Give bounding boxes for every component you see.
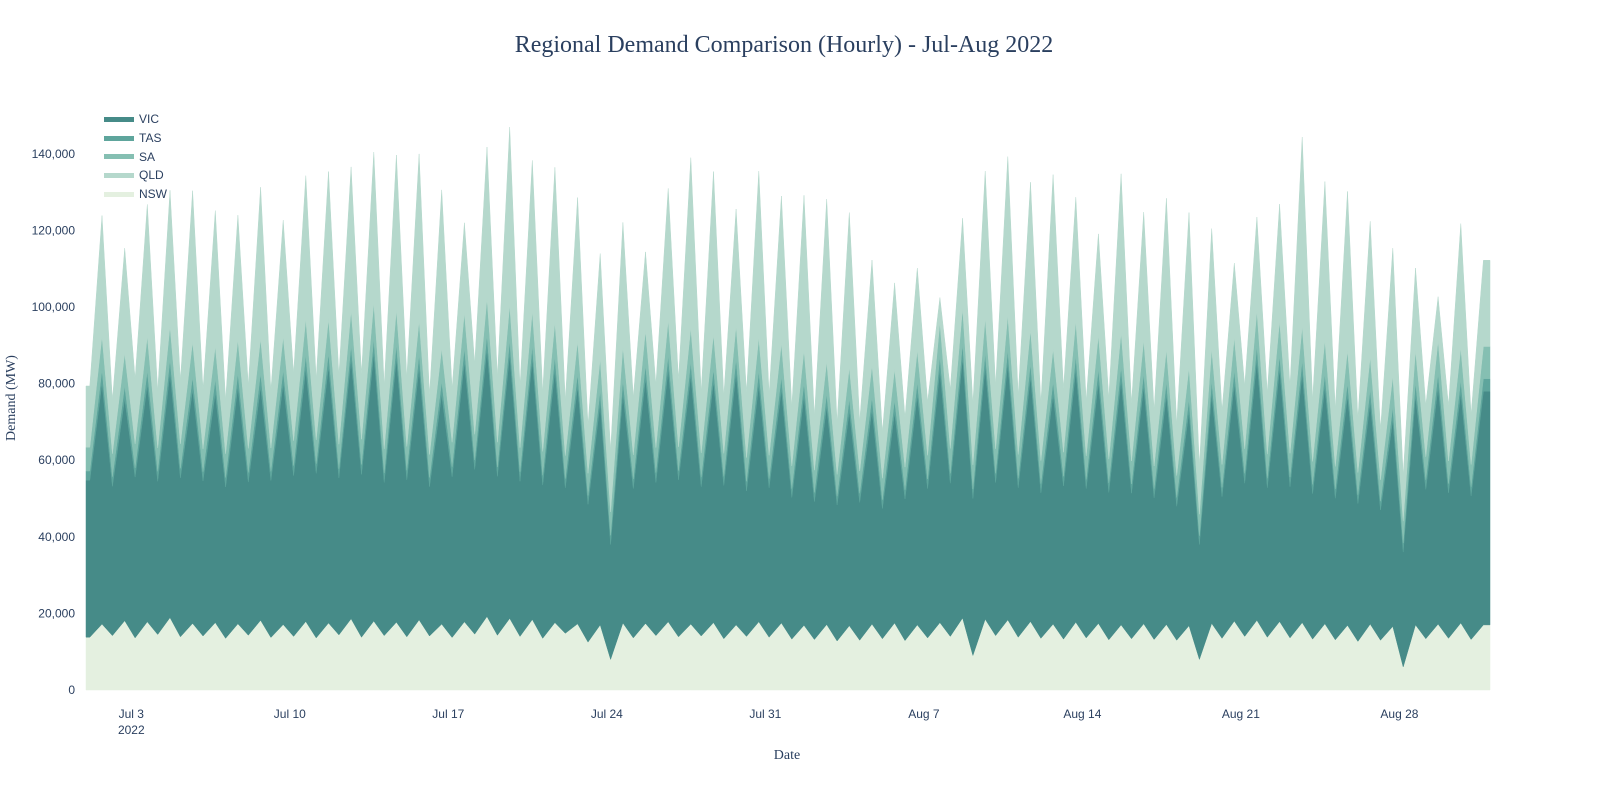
chart-title: Regional Demand Comparison (Hourly) - Ju… <box>514 32 1054 58</box>
x-tick-label: Aug 21 <box>1222 707 1260 721</box>
y-tick-label: 20,000 <box>38 606 75 620</box>
legend-item-qld[interactable]: QLD <box>104 166 167 185</box>
legend-label: NSW <box>139 187 167 202</box>
x-tick-label: Aug 14 <box>1063 707 1101 721</box>
area-qld <box>85 127 1491 522</box>
x-tick-label: Aug 7 <box>908 707 940 721</box>
x-tick-label: Aug 28 <box>1380 707 1418 721</box>
legend-item-tas[interactable]: TAS <box>104 129 167 148</box>
legend-label: TAS <box>139 131 162 146</box>
x-tick-year-label: 2022 <box>118 723 145 737</box>
y-tick-label: 120,000 <box>32 223 76 237</box>
y-tick-label: 40,000 <box>38 530 75 544</box>
legend-item-vic[interactable]: VIC <box>104 110 167 129</box>
x-axis-ticks: Jul 3 2022 Jul 10 Jul 17 Jul 24 Jul 31 Aug 7 Au… <box>118 707 1419 737</box>
x-tick-label: Jul 10 <box>274 707 306 721</box>
y-axis-title: Demand (MW) <box>4 355 19 441</box>
x-tick-label: Jul 24 <box>591 707 623 721</box>
legend-label: QLD <box>139 168 164 183</box>
x-tick-label: Jul 3 <box>119 707 145 721</box>
legend-item-nsw[interactable]: NSW <box>104 185 167 204</box>
legend-label: SA <box>139 149 156 164</box>
legend: VIC TAS SA QLD NSW <box>104 110 167 203</box>
y-tick-label: 0 <box>68 683 75 697</box>
y-tick-label: 80,000 <box>38 377 75 391</box>
legend-swatch <box>104 172 134 178</box>
legend-swatch <box>104 191 134 197</box>
plot-areas <box>85 127 1491 691</box>
y-axis-ticks: 0 20,000 40,000 60,000 80,000 100,000 120,000 1… <box>32 147 76 697</box>
y-tick-label: 140,000 <box>32 147 76 161</box>
y-tick-label: 100,000 <box>32 300 76 314</box>
legend-item-sa[interactable]: SA <box>104 147 167 166</box>
legend-swatch <box>104 154 134 160</box>
x-tick-label: Jul 31 <box>749 707 781 721</box>
x-tick-label: Jul 17 <box>432 707 464 721</box>
legend-swatch <box>104 135 134 141</box>
y-tick-label: 60,000 <box>38 453 75 467</box>
legend-label: VIC <box>139 112 160 127</box>
x-axis-title: Date <box>773 748 801 763</box>
legend-swatch <box>104 116 134 122</box>
